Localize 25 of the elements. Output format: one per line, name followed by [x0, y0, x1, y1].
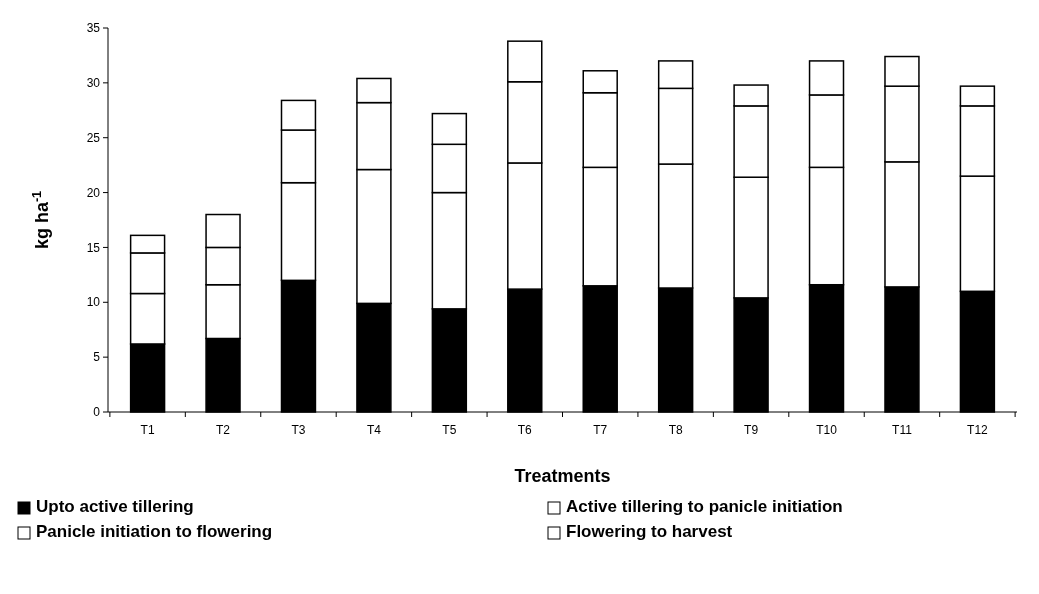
x-tick-label: T12 — [967, 423, 989, 437]
x-tick-label: T1 — [140, 423, 155, 437]
y-tick-label: 30 — [86, 76, 101, 91]
x-tick-label: T3 — [291, 423, 306, 437]
x-tick-label: T4 — [366, 423, 382, 437]
legend-label: Active tillering to panicle initiation — [566, 497, 843, 516]
y-tick-label: 15 — [86, 240, 101, 255]
x-tick-label: T7 — [593, 423, 608, 437]
legend-label: Flowering to harvest — [566, 522, 733, 541]
y-tick-label: 20 — [86, 185, 101, 200]
y-tick-label: 10 — [86, 295, 101, 310]
x-tick-label: T8 — [668, 423, 683, 437]
y-tick-label: 0 — [93, 405, 101, 420]
x-tick-label: T10 — [816, 423, 838, 437]
y-tick-label: 25 — [86, 130, 101, 145]
x-axis-title: Treatments — [514, 466, 611, 486]
x-tick-label: T5 — [442, 423, 457, 437]
x-tick-label: T11 — [892, 423, 913, 437]
x-tick-label: T6 — [517, 423, 533, 437]
legend-label: Upto active tillering — [36, 497, 194, 516]
y-tick-label: 5 — [93, 350, 101, 365]
x-tick-label: T2 — [216, 423, 231, 437]
legend-label: Panicle initiation to flowering — [36, 522, 273, 541]
x-tick-label: T9 — [744, 423, 759, 437]
y-tick-label: 35 — [86, 21, 101, 36]
